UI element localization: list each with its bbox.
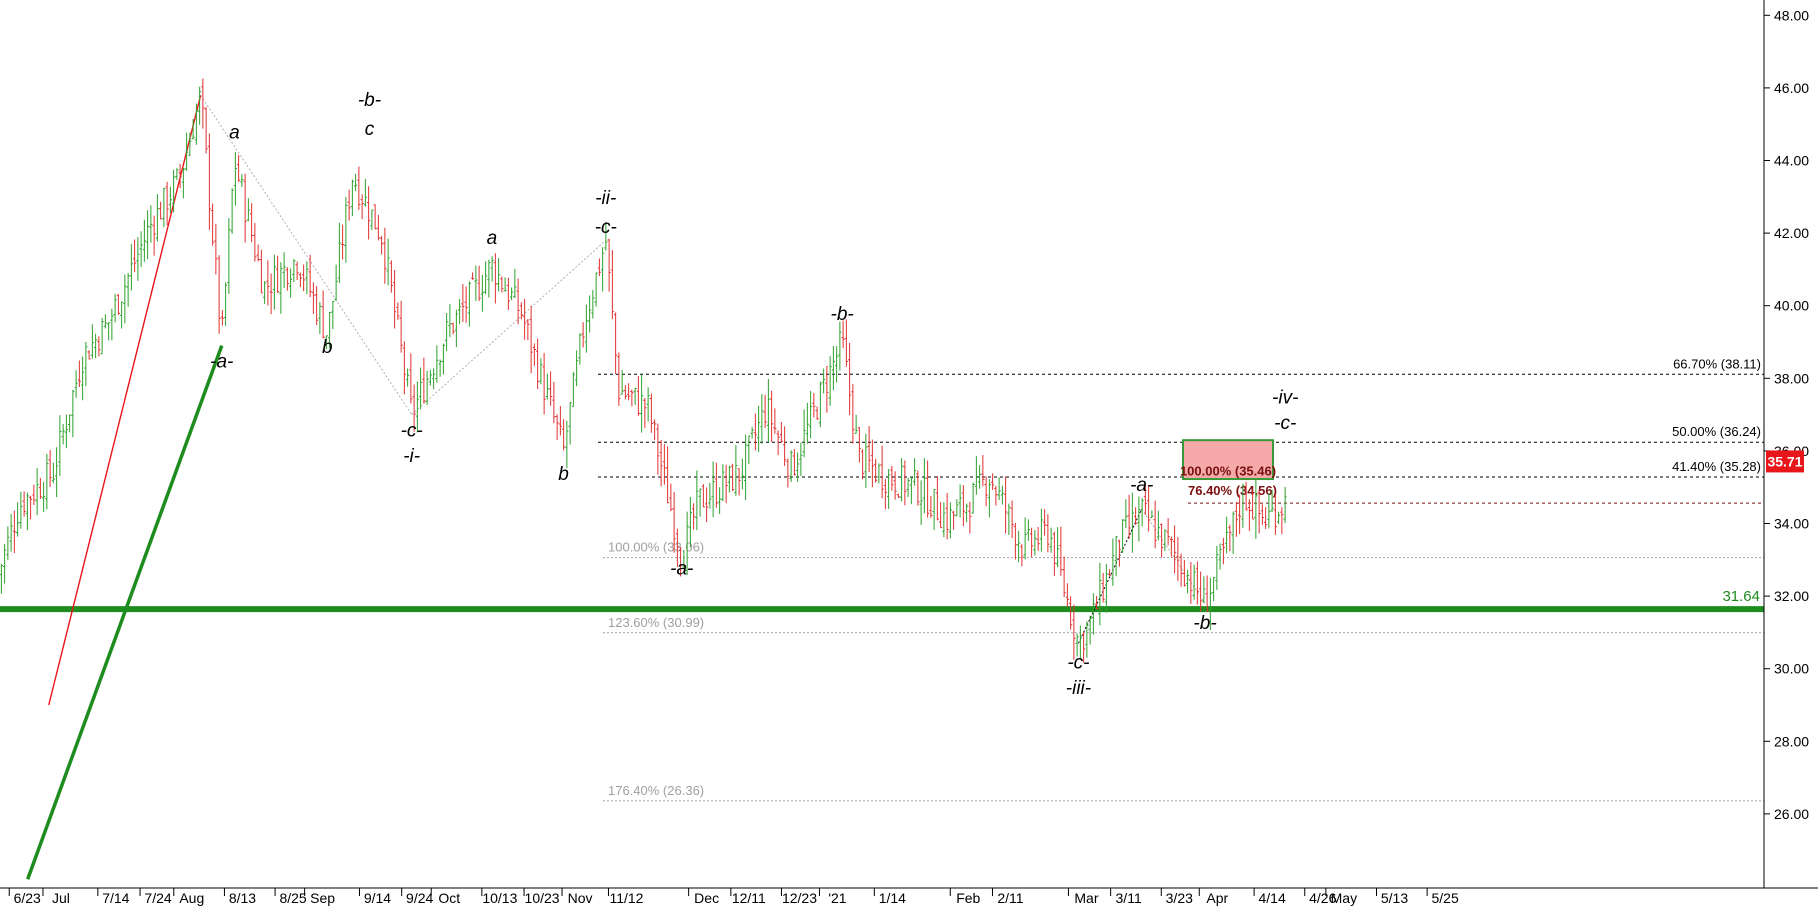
- x-tick-label: 12/11: [732, 890, 766, 906]
- fib-label: 50.00% (36.24): [1672, 424, 1761, 439]
- wave-connector: [411, 239, 607, 415]
- y-tick-label: 28.00: [1774, 733, 1809, 749]
- x-tick-label: 1/14: [879, 890, 906, 906]
- x-tick-label: Sep: [310, 890, 335, 906]
- x-tick-label: Dec: [694, 890, 719, 906]
- wave-label: -a-: [210, 351, 233, 372]
- wave-label: -a-: [1130, 475, 1153, 496]
- plot-background: [0, 0, 1764, 888]
- wave-label: -a-: [670, 558, 693, 579]
- candlesticks: [0, 78, 1287, 663]
- x-tick-label: Jul: [52, 890, 70, 906]
- target-box-label: 100.00% (35.46): [1180, 464, 1276, 479]
- x-tick-label: 5/25: [1432, 890, 1459, 906]
- y-tick-label: 30.00: [1774, 661, 1809, 677]
- x-tick-label: Mar: [1074, 890, 1098, 906]
- lower-channel-line: [26, 345, 224, 880]
- wave-label: -i-: [403, 446, 420, 467]
- y-tick-label: 46.00: [1774, 80, 1809, 96]
- wave-label: -c-: [1067, 653, 1089, 674]
- target-box-rect: [1182, 439, 1274, 481]
- x-tick-label: 10/13: [482, 890, 517, 906]
- target-box: 100.00% (35.46): [1180, 439, 1276, 481]
- support-label: 31.64: [1722, 588, 1760, 605]
- y-tick-label: 44.00: [1774, 153, 1809, 169]
- fib-label: 100.00% (33.06): [608, 540, 704, 555]
- trendlines: 31.64: [0, 94, 1764, 880]
- x-tick-label: May: [1331, 890, 1357, 906]
- plot-area: [0, 0, 1764, 888]
- wave-labels: a -a-b -b-c -c- -i-a b -ii- -c- -a- -b- -c- -iii- -a…: [210, 90, 1298, 699]
- x-tick-label: 8/13: [229, 890, 256, 906]
- x-tick-label: Apr: [1206, 890, 1228, 906]
- price-badges: 35.71: [1766, 450, 1804, 473]
- fib-label: 176.40% (26.36): [608, 783, 704, 798]
- y-tick-label: 40.00: [1774, 298, 1809, 314]
- wave-label: -b-: [358, 90, 381, 111]
- wave-label: -c-: [595, 217, 617, 238]
- wave-connector: [1077, 508, 1143, 644]
- wave-label: b: [322, 337, 333, 358]
- wave-label: -iv-: [1272, 388, 1298, 409]
- y-tick-label: 48.00: [1774, 7, 1809, 23]
- fib-label: 41.40% (35.28): [1672, 459, 1761, 474]
- x-tick-label: 11/12: [609, 890, 643, 906]
- wave-label: a: [487, 228, 498, 249]
- x-tick-label: 3/23: [1166, 890, 1193, 906]
- wave-label: -ii-: [595, 188, 616, 209]
- y-axis: 26.0028.0030.0032.0034.0036.0038.0040.00…: [1763, 0, 1809, 888]
- wave-label: -c-: [1274, 413, 1296, 434]
- x-tick-label: 9/14: [364, 890, 391, 906]
- wave-label: b: [558, 464, 569, 485]
- wave-label: a: [229, 123, 240, 144]
- x-tick-label: '21: [828, 890, 846, 906]
- current-price-label: 35.71: [1767, 453, 1802, 469]
- y-tick-label: 34.00: [1774, 516, 1809, 532]
- fib-levels: 66.70% (38.11) 50.00% (36.24) 41.40% (35.2…: [598, 356, 1764, 802]
- wave-label: -c-: [401, 420, 423, 441]
- fib-label: 76.40% (34.56): [1188, 483, 1277, 498]
- fib-label: 66.70% (38.11): [1673, 356, 1761, 371]
- x-axis: 6/23 Jul 7/14 7/24 Aug 8/13 8/25 Sep 9/14 9/24 Oct…: [0, 887, 1818, 906]
- x-tick-label: 4/14: [1258, 890, 1285, 906]
- x-tick-label: 5/13: [1381, 890, 1408, 906]
- wave-label: -b-: [831, 304, 854, 325]
- wave-label: c: [365, 119, 375, 140]
- x-tick-label: 9/24: [406, 890, 433, 906]
- x-tick-label: 8/25: [279, 890, 306, 906]
- x-tick-label: Nov: [568, 890, 593, 906]
- y-tick-label: 32.00: [1774, 588, 1809, 604]
- x-tick-label: 4/26: [1309, 890, 1336, 906]
- wave-label: -b-: [1193, 613, 1216, 634]
- x-tick-label: 7/14: [102, 890, 129, 906]
- x-tick-label: 6/23: [14, 890, 41, 906]
- y-tick-label: 26.00: [1774, 806, 1809, 822]
- x-tick-label: 10/23: [525, 890, 560, 906]
- x-tick-label: Aug: [179, 890, 204, 906]
- x-tick-label: 12/23: [782, 890, 817, 906]
- wave-label: -iii-: [1066, 678, 1091, 699]
- x-tick-label: 2/11: [997, 890, 1023, 906]
- x-tick-label: 7/24: [144, 890, 171, 906]
- upper-channel-line: [48, 94, 202, 706]
- current-price-badge: [1766, 450, 1804, 473]
- x-tick-label: Oct: [438, 890, 460, 906]
- y-tick-label: 42.00: [1774, 225, 1809, 241]
- x-tick-label: Feb: [956, 890, 980, 906]
- fib-label: 123.60% (30.99): [608, 615, 704, 630]
- y-tick-label: 38.00: [1774, 370, 1809, 386]
- x-tick-label: 3/11: [1116, 890, 1142, 906]
- wave-connector: [1141, 508, 1206, 604]
